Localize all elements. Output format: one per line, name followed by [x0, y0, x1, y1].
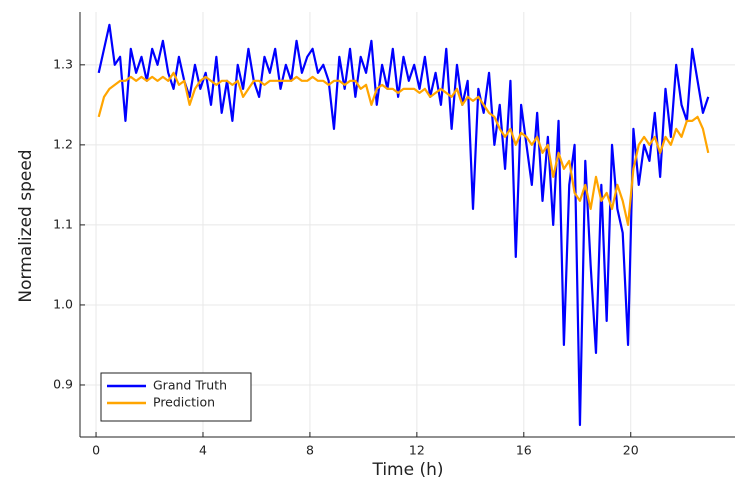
- legend-label: Grand Truth: [153, 378, 227, 393]
- x-tick-label: 12: [409, 443, 425, 458]
- x-tick-label: 8: [306, 443, 314, 458]
- x-tick-label: 16: [516, 443, 532, 458]
- y-tick-label: 0.9: [53, 376, 73, 391]
- y-tick-label: 1.3: [53, 56, 73, 71]
- x-tick-label: 0: [92, 443, 100, 458]
- y-tick-label: 1.0: [53, 296, 73, 311]
- y-tick-label: 1.1: [53, 216, 73, 231]
- x-tick-label: 4: [199, 443, 207, 458]
- y-tick-label: 1.2: [53, 136, 73, 151]
- legend-box: [100, 372, 252, 422]
- series-line: [97, 71, 710, 226]
- series-line: [97, 23, 710, 427]
- legend-label: Prediction: [153, 395, 215, 410]
- x-tick-label: 20: [623, 443, 639, 458]
- x-axis-label: Time (h): [371, 460, 443, 480]
- legend: Grand Truth Prediction: [100, 372, 252, 422]
- y-axis-label: Normalized speed: [16, 149, 36, 302]
